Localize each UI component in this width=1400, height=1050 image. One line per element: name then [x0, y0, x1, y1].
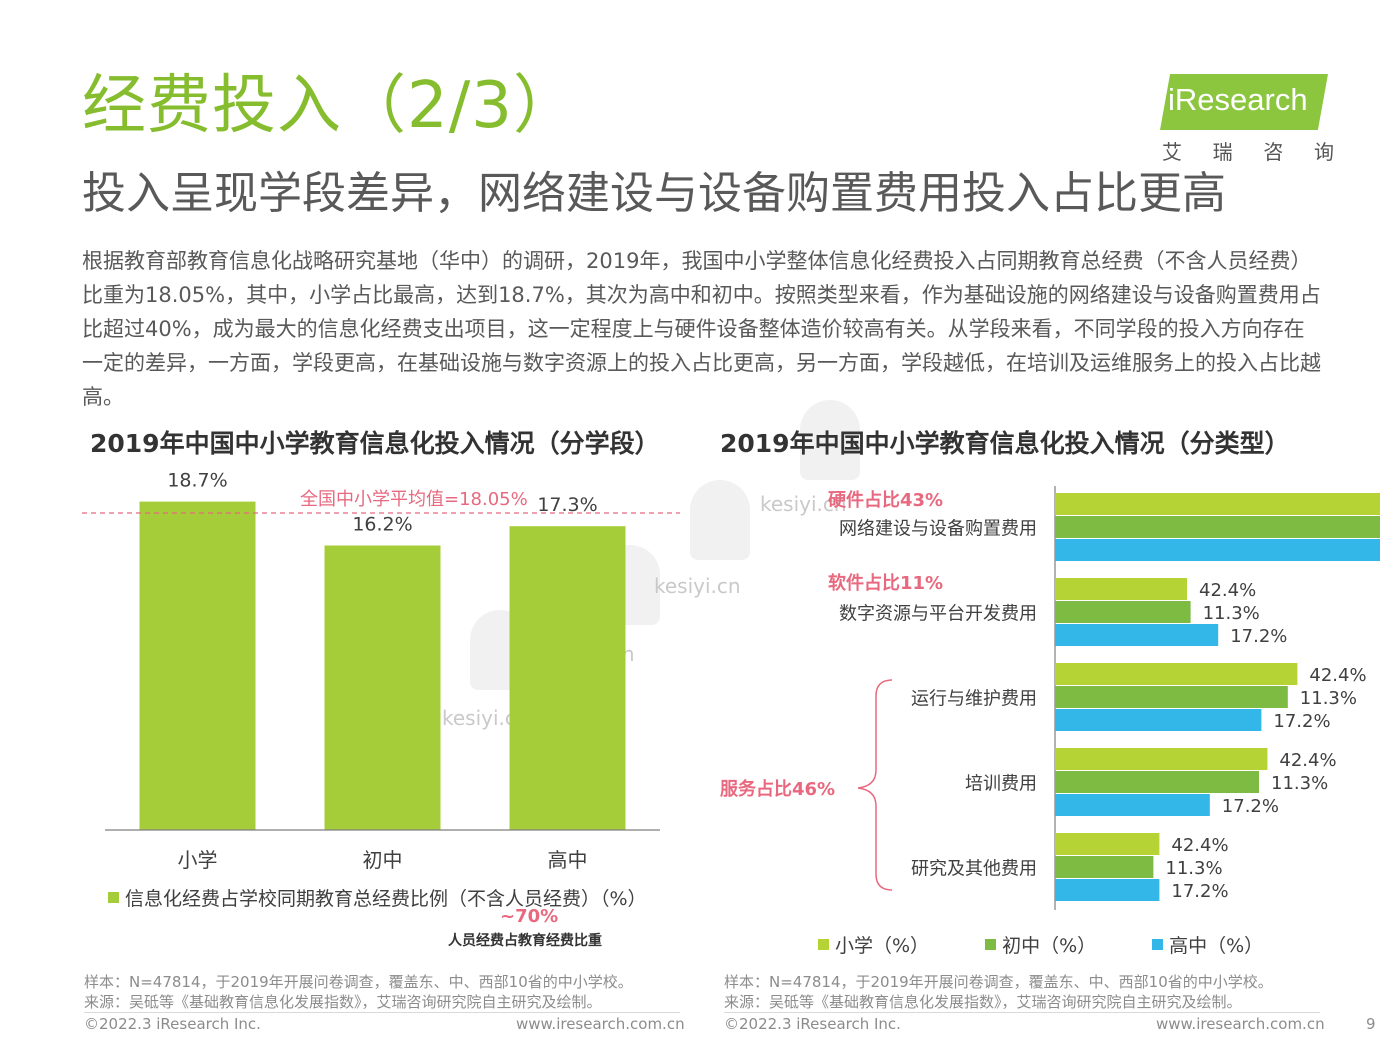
footer-divider [84, 1012, 680, 1013]
staff-cost-share-value: ~70% [500, 906, 559, 927]
chart-by-stage: 18.7% 小学 16.2% 初中 17.3% 高中 全国中小学平均值=18.05% [82, 470, 680, 872]
category-label: 数字资源与平台开发费用 [839, 604, 1037, 625]
logo-cn-char: 艾 [1162, 140, 1182, 164]
category-label: 运行与维护费用 [911, 689, 1037, 710]
page-title: 经费投入（2/3） [82, 69, 578, 143]
bar [1055, 748, 1268, 770]
category-label: 培训费用 [965, 774, 1037, 795]
bar-value-label: 11.3% [1203, 603, 1260, 624]
bar [1055, 833, 1160, 855]
category-label: 研究及其他费用 [911, 859, 1037, 880]
bar [1055, 879, 1160, 901]
bar-value-label: 42.4% [1309, 665, 1366, 686]
reference-line-label: 全国中小学平均值=18.05% [300, 489, 528, 510]
logo-cn-char: 咨 [1263, 140, 1284, 164]
page-number: 9 [1366, 1015, 1376, 1033]
bar [1055, 709, 1262, 731]
bar-value-label: 17.2% [1230, 626, 1287, 647]
footnote-sample: 样本：N=47814，于2019年开展问卷调查，覆盖东、中、西部10省的中小学校… [84, 973, 633, 991]
bar [1055, 686, 1288, 708]
page-subtitle: 投入呈现学段差异，网络建设与设备购置费用投入占比更高 [82, 168, 1226, 219]
footnote-source: 来源：吴砥等《基础教育信息化发展指数》，艾瑞咨询研究院自主研究及绘制。 [84, 993, 602, 1011]
chart-title-by-stage: 2019年中国中小学教育信息化投入情况（分学段） [90, 429, 660, 458]
bar [1055, 856, 1154, 878]
bar [1055, 516, 1380, 538]
category-label: 高中 [548, 848, 588, 872]
bar-value-label: 11.3% [1271, 773, 1328, 794]
footer-divider [724, 1012, 1320, 1013]
watermark-text: kesiyi.cn [760, 492, 847, 516]
iresearch-logo: iResearch 艾 瑞 咨 询 [1152, 70, 1334, 164]
bar [509, 526, 626, 830]
bar-value-label: 42.4% [1199, 580, 1256, 601]
chart-by-type: 42.4%11.3%17.2%网络建设与设备购置费用42.4%11.3%17.2… [720, 486, 1380, 910]
legend-swatch [985, 939, 997, 950]
logo-cn-text: 艾 瑞 咨 询 [1162, 136, 1334, 165]
bar [139, 501, 256, 830]
bar [1055, 578, 1187, 600]
category-label: 网络建设与设备购置费用 [839, 519, 1037, 540]
bar-value-label: 18.7% [167, 470, 227, 492]
legend-swatch [1152, 939, 1164, 950]
group-label-software: 软件占比11% [828, 572, 943, 594]
legend-item-junior: 初中（%） [985, 931, 1096, 958]
bar-value-label: 17.2% [1222, 796, 1279, 817]
logo-cn-char: 瑞 [1212, 140, 1233, 164]
legend-label: 小学（%） [835, 935, 930, 957]
bar [1055, 624, 1219, 646]
footnote-source: 来源：吴砥等《基础教育信息化发展指数》，艾瑞咨询研究院自主研究及绘制。 [724, 993, 1242, 1011]
legend-by-type: 小学（%） 初中（%） 高中（%） [818, 931, 1263, 958]
logo-mark [1160, 74, 1328, 130]
legend-label: 信息化经费占学校同期教育总经费比例（不含人员经费）（%） [125, 888, 647, 910]
legend-swatch [108, 892, 119, 903]
staff-cost-share-label: 人员经费占教育经费比重 [448, 933, 602, 949]
category-label: 小学 [178, 848, 218, 872]
bar-value-label: 17.3% [537, 494, 597, 516]
legend-label: 高中（%） [1169, 935, 1264, 957]
watermark-figure [690, 480, 750, 560]
footer-url: www.iresearch.com.cn [1156, 1015, 1325, 1033]
bar-value-label: 17.2% [1273, 711, 1330, 732]
footer-url: www.iresearch.com.cn [516, 1015, 685, 1033]
bar-value-label: 11.3% [1165, 858, 1222, 879]
legend-swatch [818, 939, 829, 950]
legend-label: 初中（%） [1002, 935, 1097, 957]
bar [324, 545, 441, 830]
watermark-figure [800, 400, 860, 480]
group-label-service: 服务占比46% [720, 778, 835, 800]
bar-value-label: 17.2% [1171, 881, 1228, 902]
logo-cn-char: 询 [1313, 140, 1334, 164]
body-paragraph: 根据教育部教育信息化战略研究基地（华中）的调研，2019年，我国中小学整体信息化… [82, 249, 1321, 409]
bar [1055, 493, 1380, 515]
legend-item-senior: 高中（%） [1152, 931, 1263, 958]
bar-value-label: 42.4% [1279, 750, 1336, 771]
bar-value-label: 42.4% [1171, 835, 1228, 856]
footnote-sample: 样本：N=47814，于2019年开展问卷调查，覆盖东、中、西部10省的中小学校… [724, 973, 1273, 991]
bar [1055, 539, 1380, 561]
legend-item-primary: 小学（%） [818, 931, 929, 958]
bar [1055, 794, 1210, 816]
chart-title-by-type: 2019年中国中小学教育信息化投入情况（分类型） [720, 429, 1290, 458]
bar-value-label: 16.2% [352, 514, 412, 536]
footer-copyright: ©2022.3 iResearch Inc. [724, 1015, 901, 1033]
bar [1055, 771, 1259, 793]
logo-text: iResearch [1168, 82, 1308, 117]
bar [1055, 663, 1298, 685]
watermark-text: kesiyi.cn [654, 574, 741, 598]
legend-item-stage-ratio: 信息化经费占学校同期教育总经费比例（不含人员经费）（%） [108, 884, 647, 911]
footer-copyright: ©2022.3 iResearch Inc. [84, 1015, 261, 1033]
group-label-hardware: 硬件占比43% [828, 489, 943, 511]
bar-value-label: 11.3% [1300, 688, 1357, 709]
category-label: 初中 [363, 848, 403, 872]
service-brace [857, 679, 893, 891]
bar [1055, 601, 1191, 623]
